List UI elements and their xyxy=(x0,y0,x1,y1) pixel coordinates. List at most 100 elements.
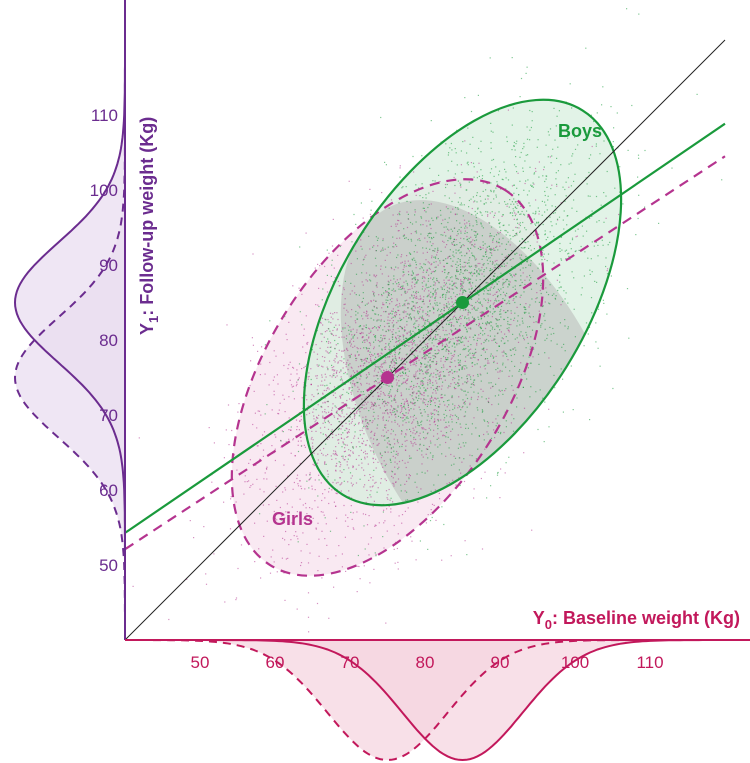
scatter-point xyxy=(414,296,416,298)
scatter-point xyxy=(402,268,404,271)
scatter-point xyxy=(536,292,538,294)
scatter-point xyxy=(320,432,322,434)
scatter-point xyxy=(530,249,532,251)
scatter-point xyxy=(353,407,355,409)
scatter-point xyxy=(348,420,350,422)
scatter-point xyxy=(326,249,328,251)
scatter-point xyxy=(380,320,382,322)
scatter-point xyxy=(491,235,493,237)
scatter-point xyxy=(351,290,353,292)
scatter-point xyxy=(387,319,389,321)
scatter-point xyxy=(563,343,565,345)
scatter-point xyxy=(425,366,427,368)
scatter-point xyxy=(432,284,435,286)
scatter-point xyxy=(434,353,436,355)
scatter-point xyxy=(463,238,465,240)
scatter-point xyxy=(397,219,399,221)
scatter-point xyxy=(520,275,522,277)
scatter-point xyxy=(341,350,343,352)
scatter-point xyxy=(612,387,614,390)
scatter-point xyxy=(392,333,394,335)
scatter-point xyxy=(472,354,474,357)
scatter-point xyxy=(417,399,419,402)
scatter-point xyxy=(282,537,284,539)
scatter-point xyxy=(398,460,401,463)
scatter-point xyxy=(553,374,555,376)
scatter-point xyxy=(353,340,355,342)
scatter-point xyxy=(478,334,480,336)
scatter-point xyxy=(404,363,406,365)
scatter-point xyxy=(384,360,386,362)
scatter-point xyxy=(398,337,400,339)
scatter-point xyxy=(433,323,435,325)
scatter-point xyxy=(445,343,448,345)
scatter-point xyxy=(414,322,416,324)
scatter-point xyxy=(416,320,418,322)
scatter-point xyxy=(472,381,475,383)
scatter-point xyxy=(368,361,370,364)
scatter-point xyxy=(429,440,432,442)
scatter-point xyxy=(469,223,471,225)
scatter-point xyxy=(369,354,371,356)
scatter-point xyxy=(419,316,421,318)
scatter-point xyxy=(441,506,443,508)
scatter-point xyxy=(433,421,435,423)
scatter-point xyxy=(513,319,515,321)
scatter-point xyxy=(423,318,425,320)
scatter-point xyxy=(455,263,457,265)
scatter-point xyxy=(447,320,449,322)
scatter-point xyxy=(397,230,399,232)
scatter-point xyxy=(492,131,494,133)
scatter-point xyxy=(369,279,371,281)
scatter-point xyxy=(526,378,528,380)
scatter-point xyxy=(544,180,546,183)
scatter-point xyxy=(497,306,499,308)
scatter-point xyxy=(503,283,505,285)
scatter-point xyxy=(384,426,386,428)
scatter-point xyxy=(438,378,440,380)
scatter-point xyxy=(526,336,528,339)
scatter-point xyxy=(366,303,368,305)
scatter-point xyxy=(428,293,430,295)
scatter-point xyxy=(470,285,472,287)
scatter-point xyxy=(450,555,452,557)
scatter-point xyxy=(290,677,291,678)
scatter-point xyxy=(359,332,361,334)
scatter-point xyxy=(559,250,561,252)
scatter-point xyxy=(354,372,356,374)
scatter-point xyxy=(459,290,461,292)
scatter-point xyxy=(451,160,453,162)
scatter-point xyxy=(393,367,396,369)
scatter-point xyxy=(458,376,460,378)
scatter-point xyxy=(402,344,404,346)
scatter-point xyxy=(486,259,488,261)
scatter-point xyxy=(290,384,293,386)
scatter-point xyxy=(283,572,285,574)
scatter-point xyxy=(529,396,531,398)
scatter-point xyxy=(384,400,386,402)
scatter-point xyxy=(399,314,401,316)
scatter-point xyxy=(390,370,393,372)
scatter-point xyxy=(532,186,534,188)
scatter-point xyxy=(519,230,521,232)
scatter-point xyxy=(438,414,440,416)
scatter-point xyxy=(576,210,578,212)
scatter-point xyxy=(297,379,299,381)
scatter-point xyxy=(429,382,431,384)
scatter-point xyxy=(446,315,448,318)
scatter-point xyxy=(343,303,345,306)
scatter-point xyxy=(560,286,562,288)
scatter-point xyxy=(487,301,489,304)
scatter-point xyxy=(296,608,298,610)
scatter-point xyxy=(370,280,372,282)
scatter-point xyxy=(348,387,350,389)
scatter-point xyxy=(500,229,502,232)
scatter-point xyxy=(388,356,390,358)
scatter-point xyxy=(249,486,251,488)
scatter-point xyxy=(388,348,390,350)
scatter-point xyxy=(330,332,332,334)
scatter-point xyxy=(489,289,491,291)
scatter-point xyxy=(342,327,344,329)
scatter-point xyxy=(454,173,456,175)
scatter-point xyxy=(270,556,272,558)
